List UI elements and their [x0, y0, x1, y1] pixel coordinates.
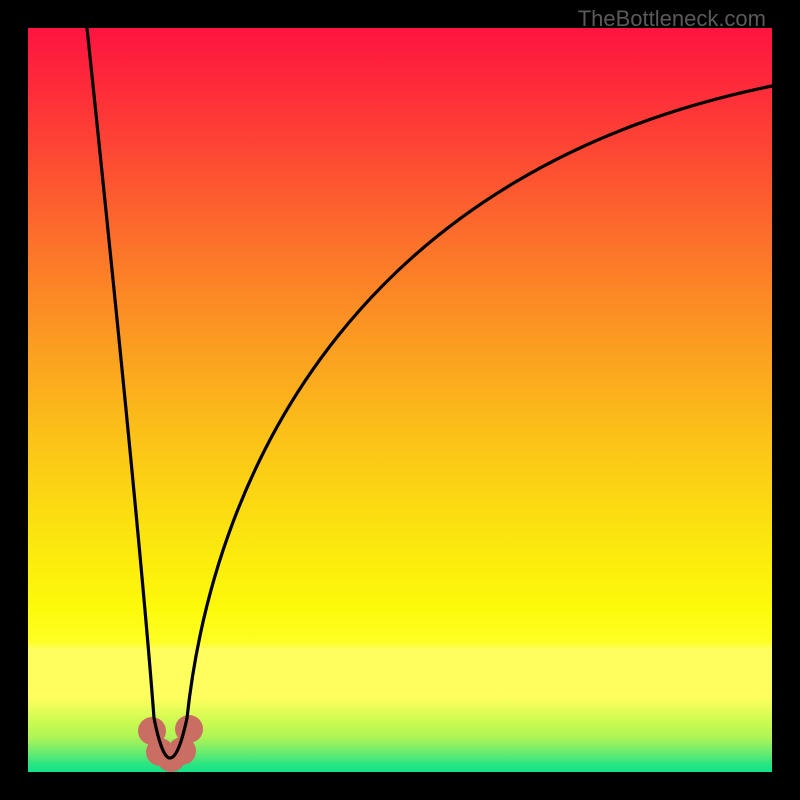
plot-area: [28, 28, 772, 772]
dip-marker: [175, 715, 203, 743]
gradient-background: [28, 28, 772, 772]
plot-svg: [28, 28, 772, 772]
chart-frame: TheBottleneck.com: [0, 0, 800, 800]
watermark-text: TheBottleneck.com: [578, 6, 766, 32]
